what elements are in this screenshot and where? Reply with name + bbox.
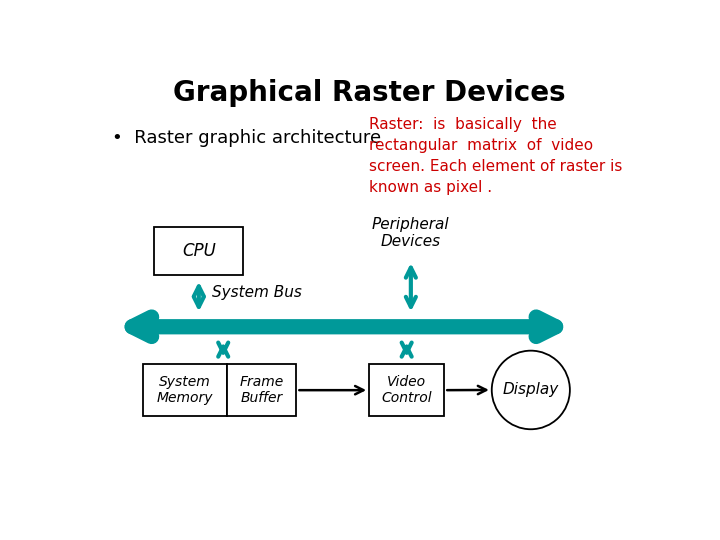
FancyBboxPatch shape	[369, 364, 444, 416]
Text: System Bus: System Bus	[212, 285, 302, 300]
Text: •  Raster graphic architecture: • Raster graphic architecture	[112, 129, 382, 147]
Text: CPU: CPU	[182, 242, 216, 260]
FancyBboxPatch shape	[227, 364, 297, 416]
Text: System
Memory: System Memory	[157, 375, 213, 405]
Text: Raster:  is  basically  the
rectangular  matrix  of  video
screen. Each element : Raster: is basically the rectangular mat…	[369, 117, 622, 195]
FancyBboxPatch shape	[154, 227, 243, 275]
Text: Display: Display	[503, 382, 559, 397]
Text: Video
Control: Video Control	[382, 375, 432, 405]
Text: Peripheral
Devices: Peripheral Devices	[372, 217, 450, 249]
FancyBboxPatch shape	[143, 364, 227, 416]
Text: Frame
Buffer: Frame Buffer	[240, 375, 284, 405]
Text: Graphical Raster Devices: Graphical Raster Devices	[173, 79, 565, 107]
Ellipse shape	[492, 350, 570, 429]
